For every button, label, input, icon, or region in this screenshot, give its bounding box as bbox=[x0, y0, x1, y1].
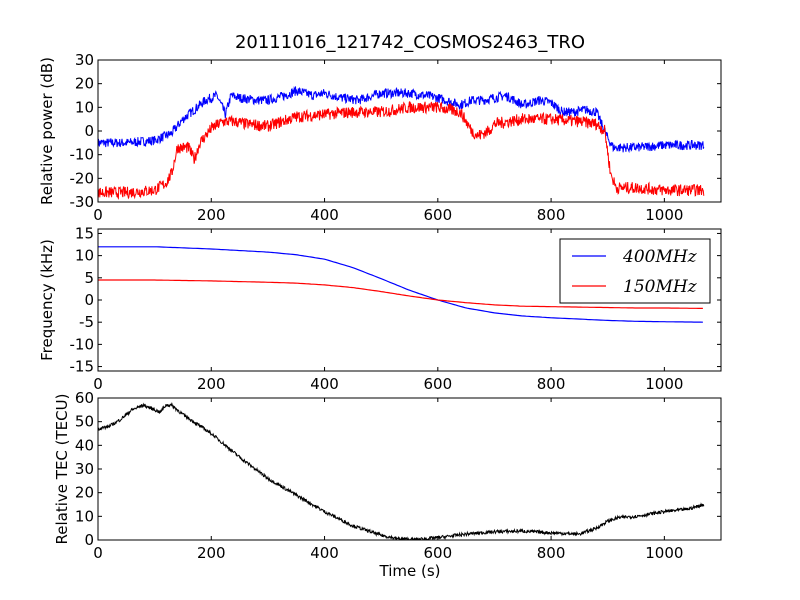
tec-y-axis-label: Relative TEC (TECU) bbox=[53, 394, 71, 545]
y-tick-label: 0 bbox=[84, 291, 94, 309]
y-tick-label: 5 bbox=[84, 269, 94, 287]
legend-label-150mhz: 150MHz bbox=[623, 277, 698, 297]
x-tick-label: 1000 bbox=[645, 375, 683, 393]
y-tick-label: -15 bbox=[70, 358, 95, 376]
x-axis-label: Time (s) bbox=[379, 562, 441, 580]
y-tick-label: -20 bbox=[70, 169, 95, 187]
series-line-400mhz bbox=[98, 246, 703, 323]
series-line-1 bbox=[98, 100, 705, 200]
x-tick-label: 800 bbox=[537, 544, 566, 562]
y-tick-label: 30 bbox=[75, 460, 94, 478]
series-line-0 bbox=[98, 402, 705, 540]
x-tick-label: 400 bbox=[310, 206, 339, 224]
x-tick-label: 600 bbox=[423, 206, 452, 224]
x-tick-label: 1000 bbox=[645, 544, 683, 562]
y-tick-label: 40 bbox=[75, 436, 94, 454]
y-tick-label: -10 bbox=[70, 335, 95, 353]
y-tick-label: 30 bbox=[75, 51, 94, 69]
legend: 400MHz 150MHz bbox=[559, 238, 711, 304]
y-tick-label: 0 bbox=[84, 122, 94, 140]
x-tick-label: 400 bbox=[310, 544, 339, 562]
y-tick-label: 50 bbox=[75, 413, 94, 431]
y-tick-label: 60 bbox=[75, 389, 94, 407]
frequency-panel: 0 200 400 600 800 1000 -15 -10 -5 0 5 10 15 Frequenc… bbox=[38, 224, 722, 393]
x-tick-label: 0 bbox=[93, 375, 103, 393]
y-tick-label: 10 bbox=[75, 507, 94, 525]
y-tick-label: -30 bbox=[70, 193, 95, 211]
x-tick-label: 600 bbox=[423, 544, 452, 562]
y-tick-label: -5 bbox=[79, 313, 94, 331]
series-line-0 bbox=[98, 86, 705, 154]
x-tick-label: 800 bbox=[537, 206, 566, 224]
x-tick-label: 600 bbox=[423, 375, 452, 393]
tec-panel: 0 200 400 600 800 1000 0 10 20 30 40 50 60 Relative … bbox=[53, 389, 722, 580]
x-tick-label: 1000 bbox=[645, 206, 683, 224]
legend-label-400mhz: 400MHz bbox=[622, 247, 698, 267]
x-tick-label: 200 bbox=[197, 375, 226, 393]
y-tick-label: 20 bbox=[75, 484, 94, 502]
tec-plot-area: 0 200 400 600 800 1000 0 10 20 30 40 50 60 bbox=[75, 389, 722, 562]
frequency-y-axis-label: Frequency (kHz) bbox=[38, 239, 56, 361]
y-tick-label: 10 bbox=[75, 247, 94, 265]
y-tick-label: 20 bbox=[75, 75, 94, 93]
series-line-150mhz bbox=[98, 279, 703, 309]
y-tick-label: 10 bbox=[75, 98, 94, 116]
chart-title: 20111016_121742_COSMOS2463_TRO bbox=[235, 32, 585, 53]
x-tick-label: 0 bbox=[93, 206, 103, 224]
x-tick-label: 200 bbox=[197, 544, 226, 562]
power-plot-area: 0 200 400 600 800 1000 -30 -20 -10 0 10 20 30 bbox=[70, 51, 722, 224]
legend-box bbox=[559, 238, 711, 304]
y-tick-label: -10 bbox=[70, 146, 95, 164]
frequency-plot-area: 0 200 400 600 800 1000 -15 -10 -5 0 5 10 15 bbox=[70, 224, 722, 393]
x-tick-label: 400 bbox=[310, 375, 339, 393]
y-tick-label: 15 bbox=[75, 224, 94, 242]
y-tick-label: 0 bbox=[84, 531, 94, 549]
x-tick-label: 200 bbox=[197, 206, 226, 224]
power-y-axis-label: Relative power (dB) bbox=[38, 57, 56, 205]
x-tick-label: 0 bbox=[93, 544, 103, 562]
x-tick-label: 800 bbox=[537, 375, 566, 393]
power-panel: 20111016_121742_COSMOS2463_TRO 0 200 400 60… bbox=[38, 32, 722, 224]
